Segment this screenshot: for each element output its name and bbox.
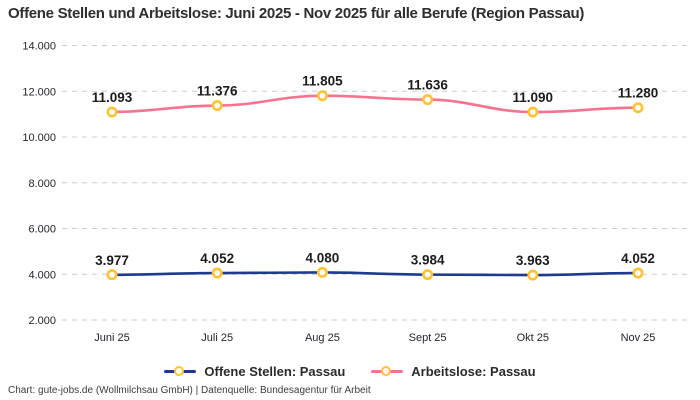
- data-point-label: 11.636: [407, 78, 448, 93]
- data-point-marker: [422, 269, 434, 281]
- data-point-marker: [422, 94, 434, 106]
- y-tick-label: 6.000: [28, 224, 56, 236]
- series-line: [110, 94, 640, 114]
- y-tick-label: 10.000: [22, 132, 56, 144]
- data-point-label: 11.093: [92, 90, 133, 105]
- chart-title: Offene Stellen und Arbeitslose: Juni 202…: [8, 5, 585, 22]
- legend-item-offene-stellen: Offene Stellen: Passau: [164, 364, 345, 379]
- data-point-label: 4.052: [621, 251, 655, 266]
- legend-item-arbeitslose: Arbeitslose: Passau: [371, 363, 536, 379]
- data-point-marker: [106, 106, 118, 118]
- legend-marker-icon: [174, 365, 185, 376]
- x-tick-label: Nov 25: [621, 332, 656, 344]
- legend-marker-icon: [381, 365, 392, 376]
- x-tick-label: Aug 25: [305, 332, 340, 344]
- data-point-marker: [527, 269, 539, 281]
- data-point-label: 11.805: [302, 74, 343, 89]
- legend-swatch-arbeitslose: [371, 365, 404, 377]
- data-point-marker: [527, 106, 539, 118]
- y-tick-label: 12.000: [22, 86, 56, 98]
- chart-legend: Offene Stellen: Passau Arbeitslose: Pass…: [0, 360, 700, 382]
- y-tick-label: 4.000: [28, 269, 56, 281]
- data-point-marker: [211, 267, 223, 279]
- data-point-label: 3.977: [95, 253, 129, 268]
- chart-credit: Chart: gute-jobs.de (Wollmilchsau GmbH) …: [8, 385, 371, 396]
- data-point-marker: [632, 102, 644, 114]
- data-point-label: 3.963: [516, 253, 550, 268]
- data-point-label: 11.376: [197, 84, 238, 99]
- x-tick-label: Juni 25: [94, 332, 129, 344]
- data-point-marker: [106, 269, 118, 281]
- y-tick-label: 2.000: [28, 315, 56, 327]
- data-point-marker: [211, 100, 223, 112]
- data-point-label: 11.090: [513, 90, 554, 105]
- x-tick-label: Okt 25: [517, 332, 549, 344]
- data-point-label: 3.984: [411, 253, 445, 268]
- data-point-marker: [316, 90, 328, 102]
- data-point-label: 11.280: [618, 86, 659, 101]
- series-line: [110, 271, 640, 277]
- legend-label: Arbeitslose: Passau: [411, 363, 536, 379]
- legend-label: Offene Stellen: Passau: [204, 363, 346, 379]
- legend-swatch-offene-stellen: [164, 365, 197, 377]
- data-point-marker: [316, 266, 328, 278]
- data-point-label: 4.080: [306, 250, 340, 265]
- data-point-label: 4.052: [200, 251, 234, 266]
- y-tick-label: 14.000: [22, 41, 56, 53]
- y-tick-label: 8.000: [28, 178, 56, 190]
- x-tick-label: Juli 25: [201, 332, 233, 344]
- x-tick-label: Sept 25: [409, 332, 447, 344]
- data-point-marker: [632, 267, 644, 279]
